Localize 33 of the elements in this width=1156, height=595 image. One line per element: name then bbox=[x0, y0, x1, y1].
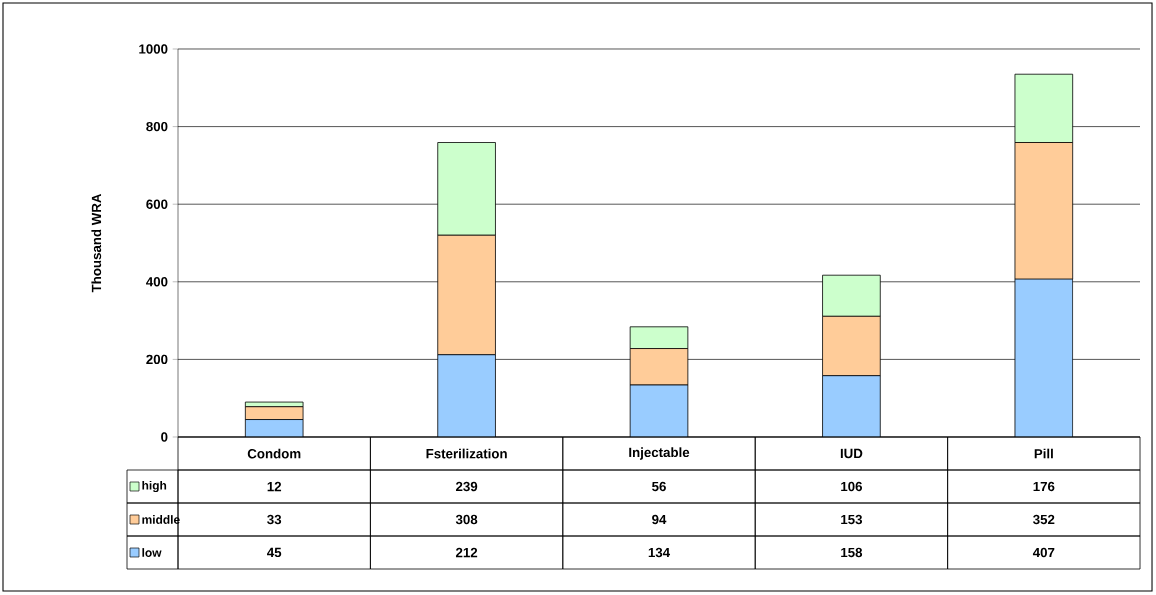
x-tick-label: Injectable bbox=[629, 447, 690, 460]
data-label: 308 bbox=[455, 514, 478, 525]
data-label: 407 bbox=[1032, 547, 1055, 558]
data-label: 158 bbox=[841, 547, 863, 558]
data-label: 153 bbox=[841, 514, 863, 525]
bar bbox=[822, 375, 881, 437]
data-label: 33 bbox=[267, 514, 282, 525]
data-label: 45 bbox=[267, 547, 282, 558]
y-axis-title: Thousand WRA bbox=[91, 193, 102, 293]
y-tick-label: 1000 bbox=[139, 44, 168, 54]
data-label: 56 bbox=[652, 481, 666, 492]
y-tick-label: 800 bbox=[146, 121, 168, 132]
legend-label: high bbox=[142, 480, 167, 493]
data-label: 12 bbox=[267, 481, 282, 492]
y-tick-label: 400 bbox=[146, 277, 168, 287]
y-tick-label: 0 bbox=[161, 432, 168, 442]
legend-label: low bbox=[142, 548, 162, 557]
data-label: 134 bbox=[648, 547, 671, 558]
x-tick-label: Pill bbox=[1034, 448, 1053, 459]
y-tick-label: 600 bbox=[146, 199, 168, 209]
bar bbox=[1014, 278, 1074, 437]
y-tick-label: 200 bbox=[146, 354, 168, 365]
data-label: 212 bbox=[455, 547, 478, 558]
data-label: 176 bbox=[1033, 481, 1055, 492]
data-label: 94 bbox=[652, 514, 667, 525]
x-tick-label: Fsterilization bbox=[426, 448, 507, 459]
data-label: 239 bbox=[455, 481, 478, 492]
bar bbox=[629, 384, 689, 437]
x-tick-label: IUD bbox=[840, 448, 863, 459]
bar bbox=[437, 354, 496, 437]
x-tick-label: Condom bbox=[247, 448, 301, 459]
data-label: 352 bbox=[1033, 514, 1055, 525]
data-label: 106 bbox=[841, 481, 863, 492]
